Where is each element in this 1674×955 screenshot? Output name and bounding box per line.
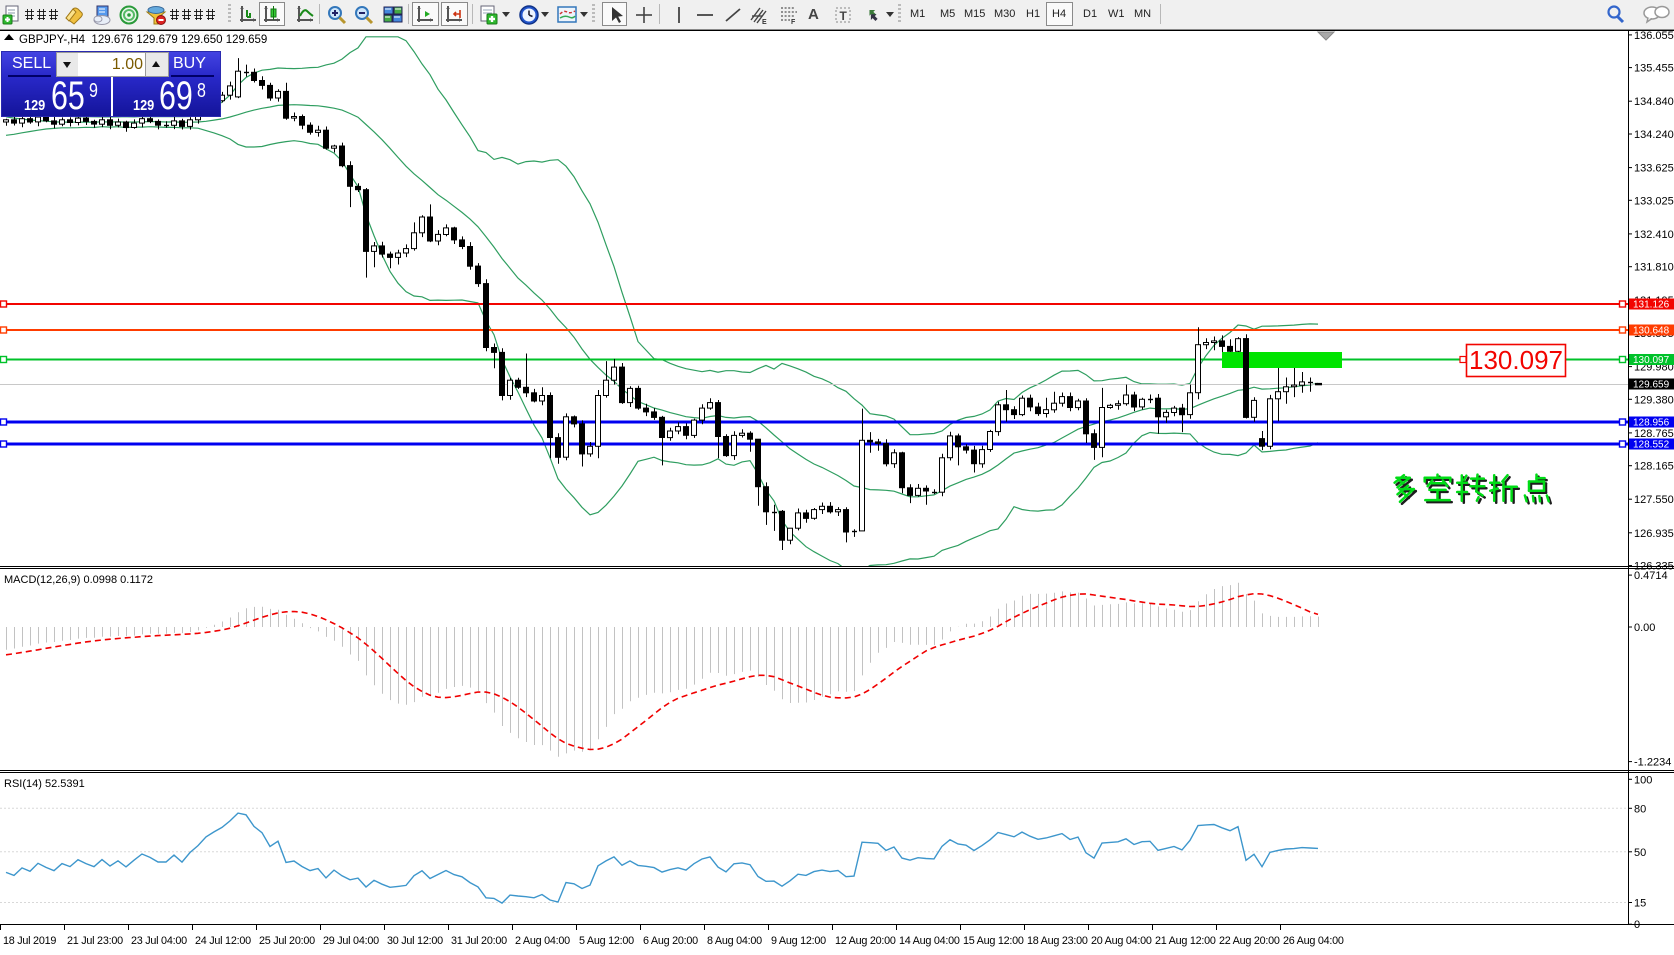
svg-text:0.00: 0.00 — [1634, 622, 1655, 634]
svg-text:0.4714: 0.4714 — [1634, 570, 1668, 582]
svg-text:128.956: 128.956 — [1633, 418, 1670, 429]
svg-text:15: 15 — [1634, 898, 1646, 910]
svg-text:130.097: 130.097 — [1469, 345, 1563, 375]
svg-text:2 Aug 04:00: 2 Aug 04:00 — [515, 935, 570, 947]
svg-text:128.552: 128.552 — [1633, 440, 1670, 451]
svg-text:MACD(12,26,9) 0.0998 0.1172: MACD(12,26,9) 0.0998 0.1172 — [4, 574, 153, 586]
svg-text:132.410: 132.410 — [1634, 229, 1674, 241]
svg-text:50: 50 — [1634, 847, 1646, 859]
svg-text:127.550: 127.550 — [1634, 494, 1674, 506]
svg-text:18 Jul 2019: 18 Jul 2019 — [3, 935, 56, 947]
svg-text:25 Jul 20:00: 25 Jul 20:00 — [259, 935, 315, 947]
svg-text:23 Jul 04:00: 23 Jul 04:00 — [131, 935, 187, 947]
svg-text:131.810: 131.810 — [1634, 262, 1674, 274]
svg-text:22 Aug 20:00: 22 Aug 20:00 — [1219, 935, 1280, 947]
svg-text:9 Aug 12:00: 9 Aug 12:00 — [771, 935, 826, 947]
svg-text:T: T — [840, 9, 848, 23]
svg-text:130.097: 130.097 — [1633, 355, 1670, 366]
svg-text:126.335: 126.335 — [1634, 561, 1674, 573]
svg-text:129.380: 129.380 — [1634, 394, 1674, 406]
svg-text:31 Jul 20:00: 31 Jul 20:00 — [451, 935, 507, 947]
svg-text:130.648: 130.648 — [1633, 326, 1670, 337]
svg-text:136.055: 136.055 — [1634, 30, 1674, 42]
svg-text:30 Jul 12:00: 30 Jul 12:00 — [387, 935, 443, 947]
svg-text:26 Aug 04:00: 26 Aug 04:00 — [1283, 935, 1344, 947]
svg-text:F: F — [791, 19, 796, 26]
svg-text:128.165: 128.165 — [1634, 461, 1674, 473]
svg-text:0: 0 — [1634, 919, 1640, 931]
svg-text:5 Aug 12:00: 5 Aug 12:00 — [579, 935, 634, 947]
svg-text:-1.2234: -1.2234 — [1634, 757, 1671, 769]
svg-text:29 Jul 04:00: 29 Jul 04:00 — [323, 935, 379, 947]
svg-text:80: 80 — [1634, 803, 1646, 815]
svg-text:133.025: 133.025 — [1634, 195, 1674, 207]
svg-text:131.126: 131.126 — [1633, 300, 1670, 311]
svg-text:RSI(14) 52.5391: RSI(14) 52.5391 — [4, 778, 85, 790]
svg-text:12 Aug 20:00: 12 Aug 20:00 — [835, 935, 896, 947]
svg-text:135.455: 135.455 — [1634, 63, 1674, 75]
svg-text:20 Aug 04:00: 20 Aug 04:00 — [1091, 935, 1152, 947]
svg-text:133.625: 133.625 — [1634, 163, 1674, 175]
svg-text:6 Aug 20:00: 6 Aug 20:00 — [643, 935, 698, 947]
svg-text:24 Jul 12:00: 24 Jul 12:00 — [195, 935, 251, 947]
svg-text:100: 100 — [1634, 774, 1652, 786]
svg-text:134.840: 134.840 — [1634, 96, 1674, 108]
svg-text:134.240: 134.240 — [1634, 129, 1674, 141]
svg-text:21 Jul 23:00: 21 Jul 23:00 — [67, 935, 123, 947]
svg-text:E: E — [762, 19, 767, 26]
svg-text:21 Aug 12:00: 21 Aug 12:00 — [1155, 935, 1216, 947]
svg-text:126.935: 126.935 — [1634, 528, 1674, 540]
svg-text:GBPJPY-,H4 129.676 129.679 12: GBPJPY-,H4 129.676 129.679 129.650 129.6… — [19, 34, 267, 46]
svg-text:18 Aug 23:00: 18 Aug 23:00 — [1027, 935, 1088, 947]
svg-text:128.765: 128.765 — [1634, 428, 1674, 440]
svg-text:15 Aug 12:00: 15 Aug 12:00 — [963, 935, 1024, 947]
svg-text:129.659: 129.659 — [1633, 380, 1670, 391]
svg-text:14 Aug 04:00: 14 Aug 04:00 — [899, 935, 960, 947]
svg-text:8 Aug 04:00: 8 Aug 04:00 — [707, 935, 762, 947]
